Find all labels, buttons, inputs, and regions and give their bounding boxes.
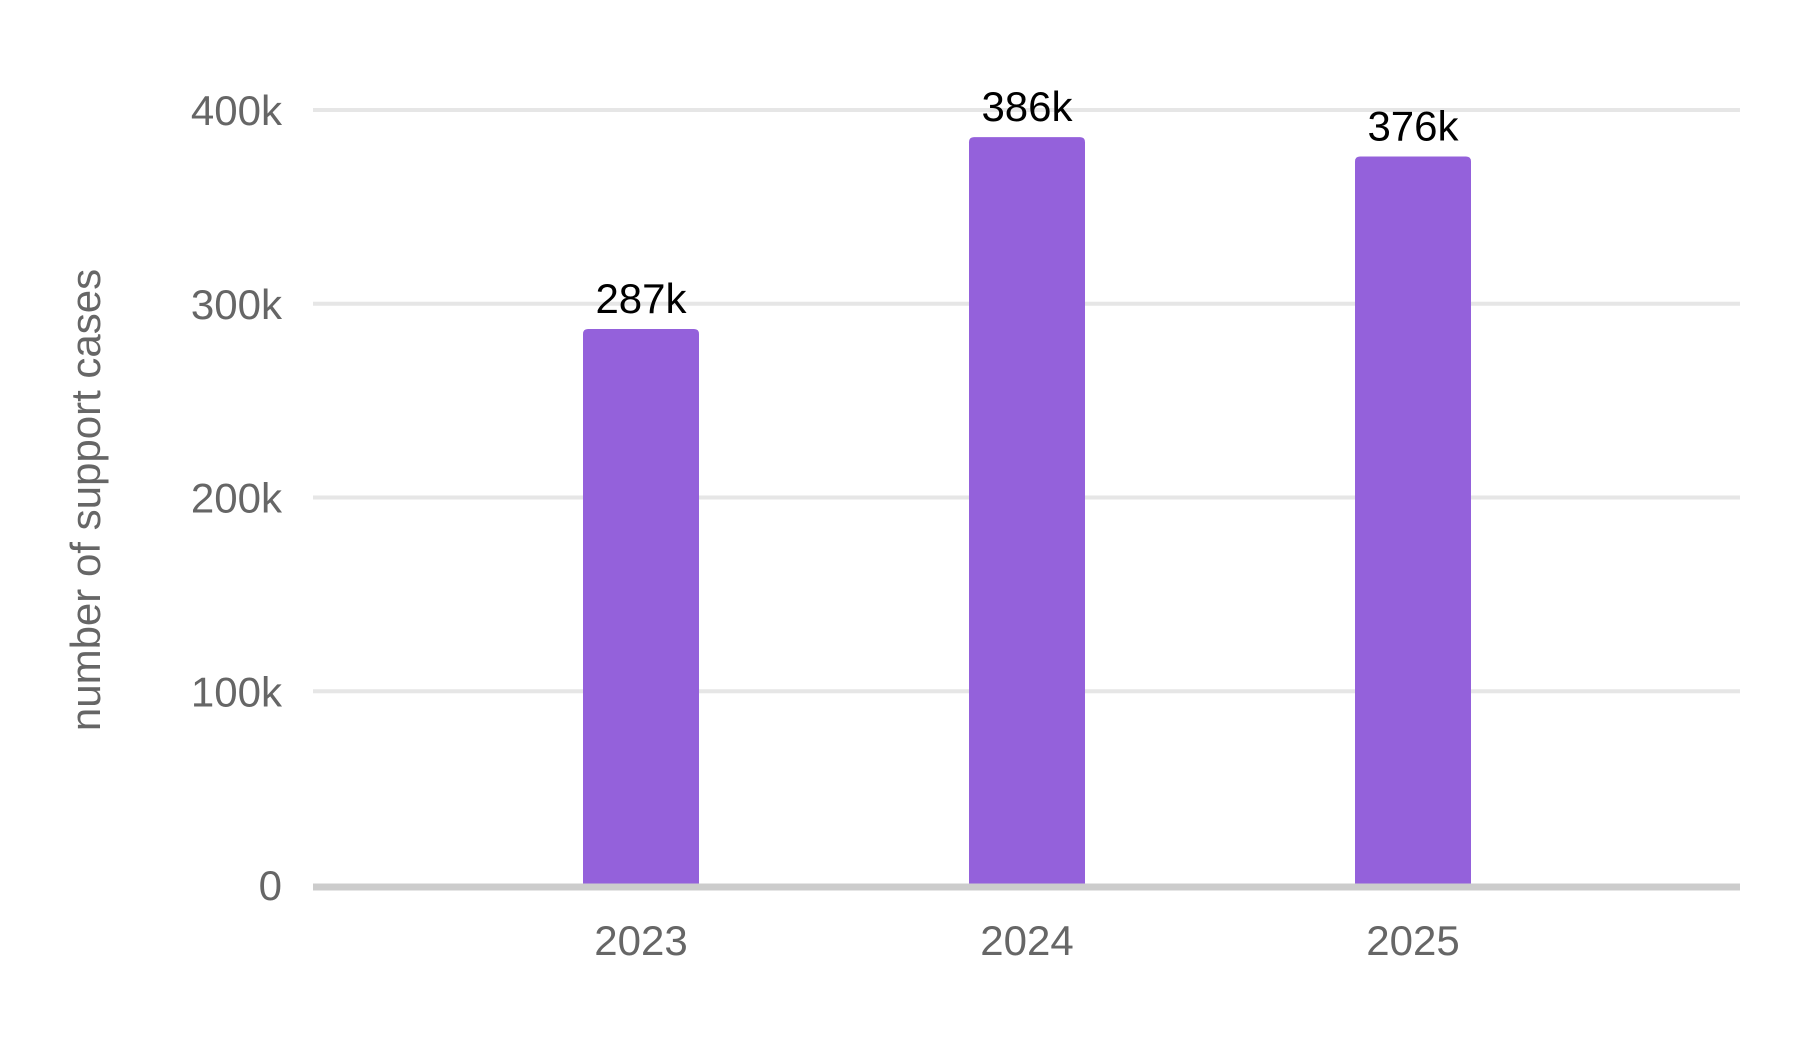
bar-2023 <box>583 328 699 885</box>
data-label: 376k <box>1367 103 1459 150</box>
y-tick-label: 0 <box>259 862 282 909</box>
data-labels: 287k 386k 376k <box>595 83 1459 322</box>
y-tick-label: 200k <box>191 475 283 522</box>
bar-2025 <box>1355 156 1471 885</box>
bar-2024 <box>969 137 1085 885</box>
y-axis-title: number of support cases <box>62 269 109 731</box>
axes: 0 100k 200k 300k 400k 2023 2024 2025 <box>191 87 1740 964</box>
y-tick-label: 400k <box>191 87 283 134</box>
y-tick-label: 300k <box>191 281 283 328</box>
x-tick-label: 2025 <box>1366 917 1459 964</box>
x-tick-label: 2024 <box>980 917 1073 964</box>
data-label: 386k <box>981 83 1073 130</box>
bars <box>583 137 1471 885</box>
y-tick-label: 100k <box>191 668 283 715</box>
data-label: 287k <box>595 275 687 322</box>
x-tick-label: 2023 <box>594 917 687 964</box>
